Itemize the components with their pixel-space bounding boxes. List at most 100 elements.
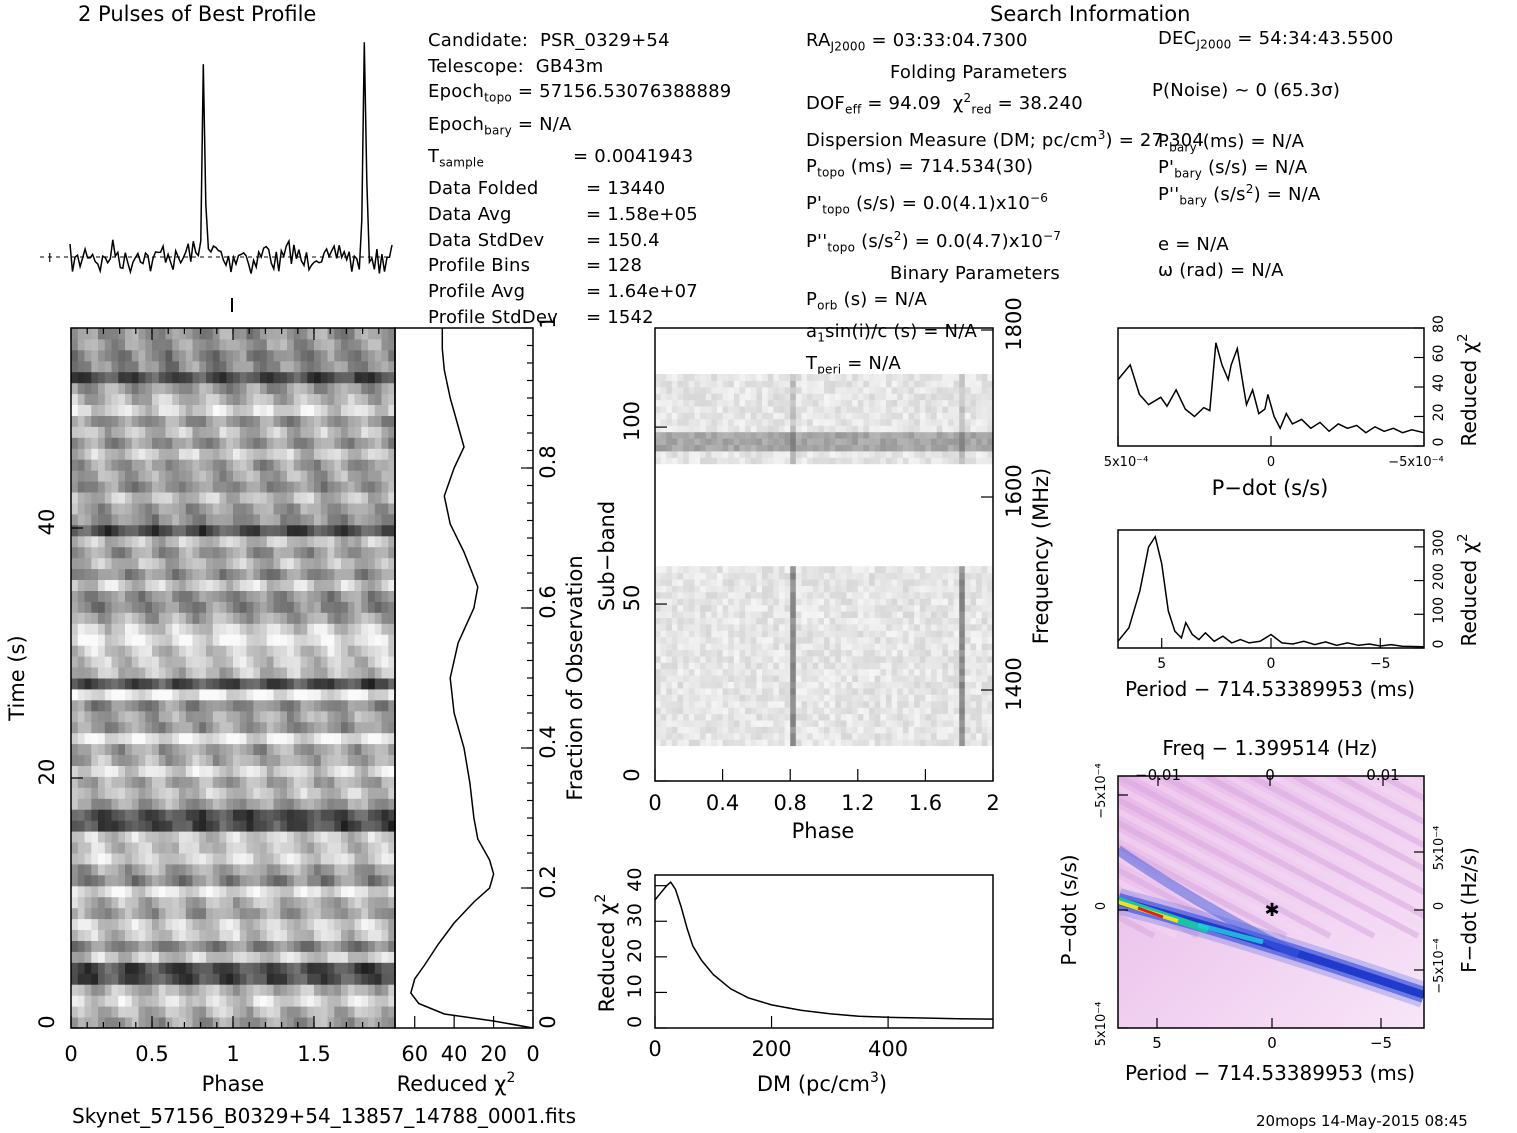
time-phase-cell — [111, 885, 119, 898]
time-phase-cell — [145, 962, 153, 974]
info-data-stddev: Data StdDev = 150.4 — [428, 229, 660, 251]
subband-cell — [846, 675, 853, 682]
time-phase-cell — [381, 338, 389, 351]
subband-cell — [700, 655, 707, 663]
subband-cell — [733, 694, 740, 702]
subband-cell — [733, 572, 740, 580]
subband-cell — [976, 655, 983, 663]
time-phase-cell — [266, 579, 275, 591]
time-phase-cell — [185, 470, 194, 482]
time-phase-cell — [381, 623, 389, 635]
time-phase-cell — [280, 929, 288, 941]
subband-cell — [717, 604, 724, 612]
time-phase-cell — [192, 776, 200, 788]
time-phase-cell — [185, 907, 194, 920]
subband-cell — [688, 720, 695, 727]
subband-cell — [705, 668, 712, 676]
time-phase-cell — [98, 371, 106, 384]
subband-cell — [919, 579, 926, 586]
profile-title: 2 Pulses of Best Profile — [78, 2, 317, 26]
subband-cell — [688, 450, 695, 458]
time-phase-cell — [334, 721, 342, 734]
subband-cell — [700, 643, 707, 650]
subband-cell — [846, 713, 853, 721]
subband-cell — [812, 636, 819, 644]
subband-cell — [914, 720, 921, 727]
subband-cell — [671, 707, 678, 715]
time-phase-cell — [347, 601, 356, 613]
time-phase-cell — [354, 415, 362, 427]
subband-cell — [869, 726, 876, 734]
subband-cell — [886, 687, 893, 695]
time-phase-cell — [300, 842, 308, 854]
subband-cell — [767, 720, 774, 727]
subband-cell — [835, 668, 842, 676]
subband-cell — [824, 585, 831, 593]
time-phase-cell — [158, 470, 167, 482]
subband-cell — [902, 707, 909, 715]
time-phase-cell — [206, 907, 214, 920]
time-phase-cell — [158, 732, 167, 745]
time-phase-cell — [77, 349, 86, 362]
time-phase-cell — [185, 776, 194, 788]
subband-cell — [886, 598, 893, 606]
time-phase-cell — [239, 568, 248, 580]
subband-cell — [869, 598, 876, 606]
time-phase-cell — [131, 907, 140, 920]
subband-cell — [666, 713, 673, 721]
time-phase-cell — [374, 765, 383, 777]
subband-cell — [807, 700, 814, 708]
time-phase-cell — [219, 656, 227, 668]
time-phase-cell — [145, 776, 153, 788]
subband-cell — [829, 566, 836, 574]
time-phase-cell — [246, 557, 254, 570]
subband-cell — [756, 668, 763, 676]
subband-cell — [694, 675, 701, 682]
subband-cell — [739, 726, 746, 734]
time-phase-cell — [192, 393, 200, 405]
time-phase-cell — [104, 853, 113, 865]
time-phase-cell — [239, 798, 248, 810]
time-phase-cell — [71, 338, 79, 351]
subband-cell — [869, 662, 876, 670]
time-phase-cell — [280, 667, 288, 679]
time-phase-cell — [152, 404, 160, 416]
time-phase-cell — [253, 798, 261, 810]
subband-cell — [874, 687, 881, 695]
subband-cell — [880, 591, 887, 599]
time-phase-cell — [185, 831, 194, 843]
time-phase-cell — [206, 470, 214, 482]
time-phase-cell — [131, 885, 140, 898]
time-phase-cell — [314, 492, 322, 504]
time-phase-cell — [280, 732, 288, 745]
time-phase-cell — [334, 743, 342, 755]
time-phase-cell — [206, 448, 214, 460]
time-phase-cell — [131, 699, 140, 712]
time-phase-cell — [300, 557, 308, 570]
time-phase-cell — [280, 645, 288, 657]
subband-cell — [857, 579, 864, 586]
subband-cell — [655, 450, 662, 458]
time-phase-cell — [361, 721, 369, 734]
time-phase-cell — [233, 787, 241, 799]
subband-cell — [829, 457, 836, 465]
time-phase-cell — [388, 579, 396, 591]
subband-cell — [897, 585, 904, 593]
subband-cell — [947, 623, 954, 631]
subband-cell — [976, 611, 983, 618]
subband-cell — [857, 585, 864, 593]
time-phase-cell — [158, 940, 167, 952]
time-phase-cell — [341, 349, 349, 362]
time-phase-cell — [145, 404, 153, 416]
time-phase-cell — [165, 382, 173, 395]
subband-cell — [745, 566, 752, 574]
subband-cell — [936, 649, 943, 657]
subband-cell — [666, 694, 673, 702]
subband-cell — [660, 636, 667, 644]
subband-cell — [959, 732, 966, 740]
subband-cell — [931, 617, 938, 625]
time-phase-cell — [287, 393, 295, 405]
subband-cell — [857, 713, 864, 721]
subband-cell — [812, 732, 819, 740]
time-phase-cell — [347, 820, 356, 832]
